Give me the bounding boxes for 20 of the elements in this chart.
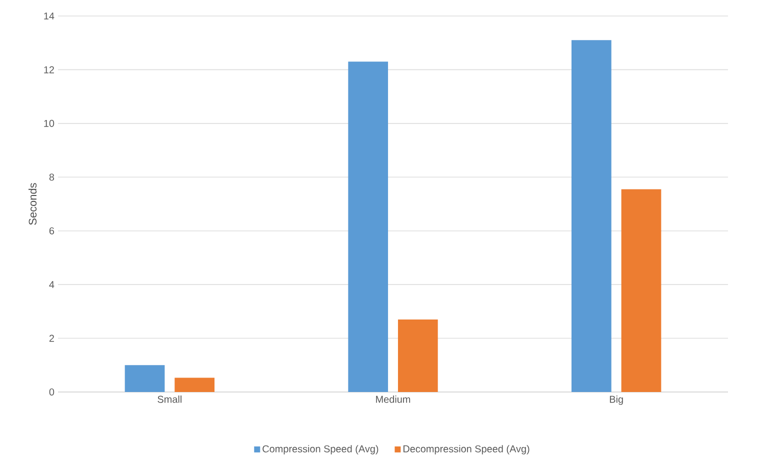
bar bbox=[348, 62, 388, 392]
bar bbox=[572, 40, 612, 392]
bar bbox=[124, 365, 165, 392]
y-tick-label: 6 bbox=[49, 227, 54, 234]
legend-label: Compression Speed (Avg) bbox=[262, 445, 378, 454]
y-tick-label: 0 bbox=[49, 388, 54, 396]
y-tick-label: 4 bbox=[49, 281, 54, 288]
y-tick-label: 12 bbox=[44, 66, 54, 74]
y-axis-title: Seconds bbox=[28, 183, 37, 225]
x-tick-label: Big bbox=[610, 396, 623, 405]
y-tick-label: 10 bbox=[44, 120, 54, 127]
bar bbox=[398, 319, 438, 392]
y-tick-label: 2 bbox=[49, 334, 54, 342]
bar bbox=[174, 378, 214, 392]
bar bbox=[621, 189, 662, 392]
y-tick-label: 8 bbox=[49, 174, 54, 181]
x-tick-label: Medium bbox=[376, 396, 410, 403]
y-tick-label: 14 bbox=[44, 12, 54, 20]
x-tick-label: Small bbox=[158, 396, 182, 403]
legend-label: Decompression Speed (Avg) bbox=[403, 445, 530, 454]
